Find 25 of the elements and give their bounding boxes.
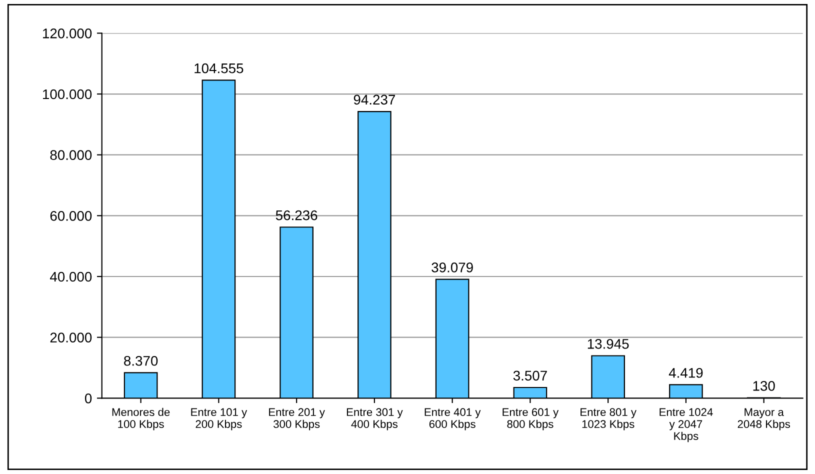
x-tick-label: Entre 301 y 400 Kbps <box>346 408 403 430</box>
x-tick-label: Entre 601 y 800 Kbps <box>502 408 559 430</box>
y-tick-label: 40.000 <box>50 272 92 282</box>
x-tick-label: Entre 101 y 200 Kbps <box>191 408 248 430</box>
x-tick-label: Entre 1024 y 2047 Kbps <box>660 408 713 442</box>
y-tick-label: 60.000 <box>50 211 92 221</box>
x-tick-label: Entre 801 y 1023 Kbps <box>580 408 636 430</box>
data-label: 104.555 <box>194 63 244 74</box>
y-tick-label: 120.000 <box>43 28 92 38</box>
data-label: 94.237 <box>354 94 395 105</box>
x-tick-label: Mayor a 2048 Kbps <box>738 408 790 430</box>
data-label: 13.945 <box>588 339 629 349</box>
x-tick-label: Entre 201 y 300 Kbps <box>269 408 325 430</box>
x-tick-label: Menores de 100 Kbps <box>112 408 170 430</box>
data-label: 4.419 <box>668 368 703 378</box>
y-tick-label: 100.000 <box>43 89 92 100</box>
y-tick-label: 80.000 <box>50 150 92 160</box>
y-tick-label: 20.000 <box>50 332 92 342</box>
data-label: 8.370 <box>124 356 158 366</box>
x-tick-label: Entre 401 y 600 Kbps <box>424 408 481 430</box>
y-tick-label: 0 <box>84 393 92 404</box>
data-label: 130 <box>753 381 775 391</box>
data-label: 39.079 <box>432 262 473 272</box>
data-label: 3.507 <box>513 370 547 381</box>
data-label: 56.236 <box>276 210 318 220</box>
